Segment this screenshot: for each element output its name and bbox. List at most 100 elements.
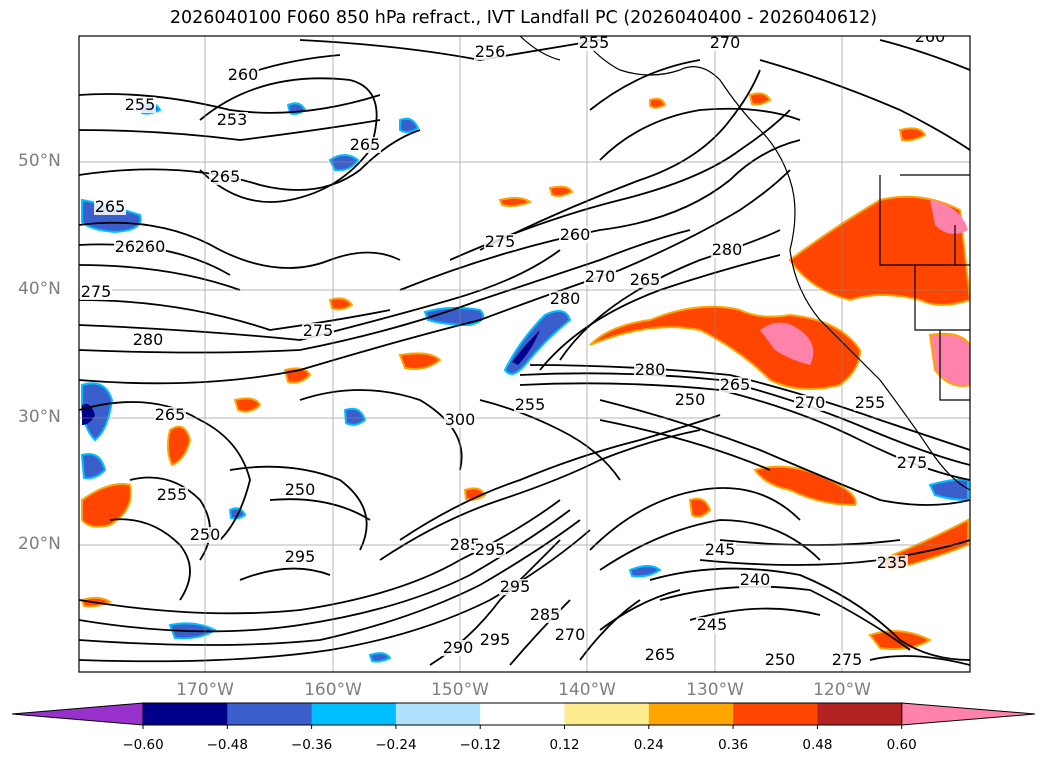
colorbar-frame bbox=[142, 702, 903, 726]
contour-labels: 260 255 253 265 265 265 260 260 256 255 270 260 275 2… bbox=[80, 27, 946, 669]
contour-label: 245 bbox=[705, 540, 736, 559]
contour-label: 295 bbox=[285, 547, 316, 566]
contour-label-bg bbox=[584, 269, 616, 285]
contour-label-bg bbox=[216, 112, 248, 128]
contour-label: 295 bbox=[500, 577, 531, 596]
contour-label: 260 bbox=[135, 237, 166, 256]
contour-label: 235 bbox=[877, 553, 908, 572]
contour-label: 265 bbox=[720, 375, 751, 394]
contour-label: 260 bbox=[560, 225, 591, 244]
contour-label: 265 bbox=[155, 405, 186, 424]
latitude-label: 50°N bbox=[18, 151, 61, 171]
contour-label-bg bbox=[514, 397, 546, 413]
contour-label: 295 bbox=[475, 540, 506, 559]
contour-label-bg bbox=[479, 632, 511, 648]
contour-label: 255 bbox=[579, 33, 610, 52]
colorbar-extend-min bbox=[11, 702, 144, 726]
contour-label-bg bbox=[794, 395, 826, 411]
longitude-label: 120°W bbox=[813, 680, 871, 700]
contour-label: 260 bbox=[228, 65, 259, 84]
contour-label-bg bbox=[914, 36, 946, 45]
contour-label-bg bbox=[629, 272, 661, 288]
colorbar-segment bbox=[395, 703, 481, 725]
contour-label: 260 bbox=[915, 27, 946, 46]
colorbar-tick-label: −0.24 bbox=[375, 737, 417, 753]
colorbar-segment bbox=[817, 703, 903, 725]
contour-label-bg bbox=[444, 412, 476, 428]
contour-label: 265 bbox=[95, 197, 126, 216]
contour-label: 250 bbox=[765, 650, 796, 669]
contour-label-bg bbox=[132, 332, 164, 348]
contour-label-bg bbox=[674, 392, 706, 408]
colorbar-tick-label: 0.48 bbox=[802, 737, 833, 753]
map-frame bbox=[78, 35, 971, 673]
contour-label: 270 bbox=[555, 625, 586, 644]
contour-label: 253 bbox=[217, 110, 248, 129]
colorbar-tick-label: −0.60 bbox=[122, 737, 164, 753]
colorbar-tick-label: 0.12 bbox=[549, 737, 580, 753]
contour-label-bg bbox=[554, 627, 586, 643]
contour-label: 250 bbox=[285, 480, 316, 499]
latitude-label: 40°N bbox=[18, 279, 61, 299]
contour-label: 255 bbox=[157, 485, 188, 504]
contour-label-bg bbox=[529, 607, 561, 623]
colorbar-segment bbox=[733, 703, 818, 725]
contour-label-bg bbox=[284, 482, 316, 498]
contour-label-bg bbox=[549, 291, 581, 307]
contour-label-bg bbox=[209, 169, 241, 185]
contour-label: 285 bbox=[450, 535, 481, 554]
colorbar-segment bbox=[227, 703, 313, 725]
longitude-label: 140°W bbox=[558, 680, 616, 700]
coastline-layer bbox=[519, 36, 970, 491]
contour-label: 295 bbox=[480, 630, 511, 649]
contour-label-bg bbox=[156, 487, 188, 503]
contour-label: 270 bbox=[795, 393, 826, 412]
contour-label-bg bbox=[634, 362, 666, 378]
colorbar bbox=[11, 702, 1036, 729]
contour-label: 280 bbox=[133, 330, 164, 349]
contour-label: 290 bbox=[443, 638, 474, 657]
colorbar-tick-label: 0.60 bbox=[886, 737, 917, 753]
map-plot-area: 260 255 253 265 265 265 260 260 256 255 270 260 275 2… bbox=[79, 27, 970, 672]
contour-label: 275 bbox=[897, 453, 928, 472]
contour-label: 250 bbox=[675, 390, 706, 409]
contour-label: 280 bbox=[712, 240, 743, 259]
latitude-label: 30°N bbox=[18, 407, 61, 427]
contour-label-bg bbox=[474, 542, 506, 558]
contour-label-bg bbox=[559, 227, 591, 243]
longitude-label: 130°W bbox=[686, 680, 744, 700]
latitude-label: 20°N bbox=[18, 534, 61, 554]
colorbar-extend-max bbox=[901, 702, 1036, 726]
contour-label: 265 bbox=[210, 167, 241, 186]
colorbar-segment bbox=[480, 703, 565, 725]
contour-label: 265 bbox=[645, 645, 676, 664]
contour-label: 255 bbox=[855, 393, 886, 412]
colorbar-segment bbox=[143, 703, 228, 725]
contour-label-bg bbox=[227, 67, 259, 83]
map-title: 2026040100 F060 850 hPa refract., IVT La… bbox=[169, 8, 878, 28]
contour-label-bg bbox=[484, 234, 516, 250]
contour-label-bg bbox=[719, 377, 751, 393]
contour-label: 270 bbox=[585, 267, 616, 286]
contour-label: 255 bbox=[125, 95, 156, 114]
contour-label: 275 bbox=[485, 232, 516, 251]
longitude-label: 150°W bbox=[431, 680, 489, 700]
contour-label: 270 bbox=[710, 33, 741, 52]
contour-label-bg bbox=[876, 555, 908, 571]
contour-label-bg bbox=[189, 527, 221, 543]
contour-label: 255 bbox=[515, 395, 546, 414]
contour-label: 256 bbox=[475, 42, 506, 61]
contour-label-bg bbox=[711, 242, 743, 258]
contour-label: 275 bbox=[832, 650, 863, 669]
contour-label-bg bbox=[349, 137, 381, 153]
contour-label-bg bbox=[134, 239, 166, 255]
contour-label: 265 bbox=[350, 135, 381, 154]
contour-label: 280 bbox=[550, 289, 581, 308]
contour-label-bg bbox=[704, 542, 736, 558]
contour-label-bg bbox=[764, 652, 796, 668]
colorbar-tick-label: −0.12 bbox=[459, 737, 501, 753]
colorbar-segment bbox=[311, 703, 397, 725]
contour-label: 275 bbox=[303, 321, 334, 340]
contour-label: 285 bbox=[530, 605, 561, 624]
contour-label-bg bbox=[696, 617, 728, 633]
